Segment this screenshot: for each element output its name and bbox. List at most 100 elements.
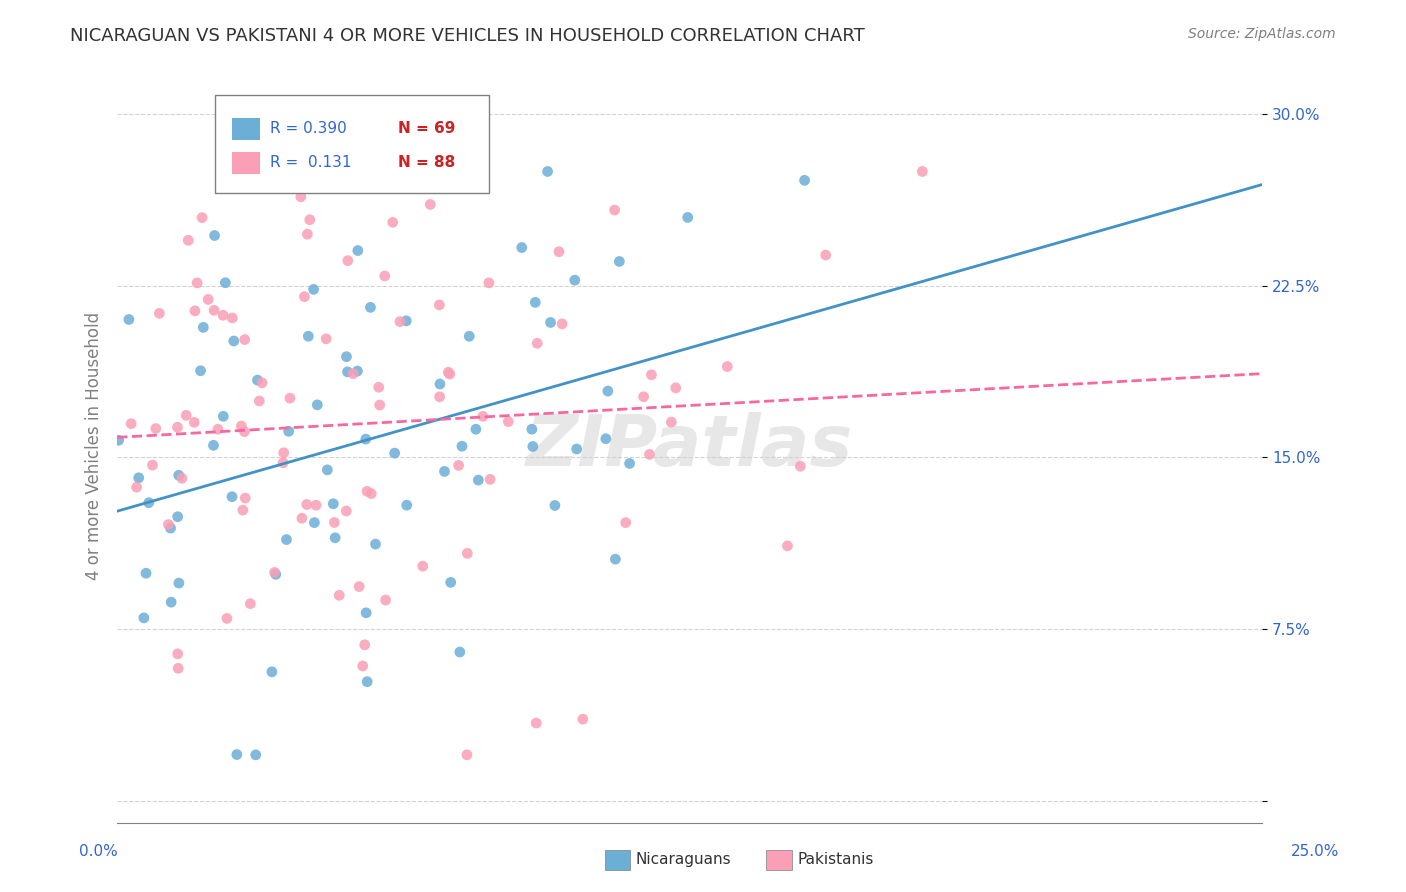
Point xyxy=(395,498,418,512)
Point xyxy=(548,244,571,259)
Point xyxy=(526,336,548,351)
Point xyxy=(510,241,533,255)
Point xyxy=(439,367,461,381)
Point xyxy=(118,312,141,326)
Text: N = 88: N = 88 xyxy=(398,155,456,170)
Point xyxy=(160,595,183,609)
Point xyxy=(544,499,567,513)
Point xyxy=(231,419,253,434)
Point xyxy=(304,516,326,530)
Point xyxy=(138,496,160,510)
Point xyxy=(676,211,699,225)
Point xyxy=(447,458,470,473)
Point xyxy=(433,465,456,479)
Point xyxy=(354,432,377,446)
Point xyxy=(374,593,396,607)
Point xyxy=(605,552,627,566)
Point xyxy=(207,422,229,436)
Point xyxy=(412,559,434,574)
Point xyxy=(221,310,243,325)
Text: N = 69: N = 69 xyxy=(398,121,456,136)
Point xyxy=(212,308,235,322)
Point xyxy=(166,420,188,434)
Point xyxy=(456,546,478,560)
Point xyxy=(456,747,478,762)
Point xyxy=(335,350,357,364)
Point xyxy=(167,576,190,591)
Y-axis label: 4 or more Vehicles in Household: 4 or more Vehicles in Household xyxy=(86,312,103,580)
Point xyxy=(233,491,256,505)
Point xyxy=(346,364,368,378)
Point xyxy=(247,394,270,409)
Point xyxy=(232,503,254,517)
Point xyxy=(264,567,287,582)
Point xyxy=(467,473,489,487)
Point xyxy=(315,332,337,346)
Point xyxy=(120,417,142,431)
Bar xyxy=(232,118,260,140)
Point xyxy=(145,421,167,435)
Point xyxy=(141,458,163,472)
Point xyxy=(166,647,188,661)
Point xyxy=(478,276,501,290)
Point xyxy=(419,197,441,211)
Point xyxy=(603,203,626,218)
Point xyxy=(246,373,269,387)
Point xyxy=(167,661,190,675)
Point xyxy=(451,439,474,453)
Point xyxy=(316,463,339,477)
Point xyxy=(364,537,387,551)
Point xyxy=(190,364,212,378)
Point xyxy=(159,521,181,535)
Point xyxy=(336,253,359,268)
Text: R =  0.131: R = 0.131 xyxy=(270,155,352,170)
Point xyxy=(524,716,547,731)
Point xyxy=(186,276,208,290)
Point xyxy=(356,484,378,499)
Point xyxy=(911,164,934,178)
Point xyxy=(353,638,375,652)
Point xyxy=(458,329,481,343)
Point xyxy=(197,293,219,307)
Point xyxy=(347,580,370,594)
Text: NICARAGUAN VS PAKISTANI 4 OR MORE VEHICLES IN HOUSEHOLD CORRELATION CHART: NICARAGUAN VS PAKISTANI 4 OR MORE VEHICL… xyxy=(70,27,865,45)
Point xyxy=(222,334,245,348)
Text: Source: ZipAtlas.com: Source: ZipAtlas.com xyxy=(1188,27,1336,41)
Point xyxy=(193,320,215,334)
Point xyxy=(174,409,197,423)
Point xyxy=(202,438,225,452)
Point xyxy=(429,390,451,404)
Point xyxy=(336,365,359,379)
Point xyxy=(429,377,451,392)
Point xyxy=(239,597,262,611)
Point xyxy=(297,227,319,242)
Text: 0.0%: 0.0% xyxy=(79,845,118,859)
Point xyxy=(128,471,150,485)
Point xyxy=(177,233,200,247)
Point xyxy=(297,329,319,343)
Point xyxy=(564,273,586,287)
Point xyxy=(305,498,328,512)
Point xyxy=(191,211,214,225)
Point xyxy=(427,298,450,312)
Point xyxy=(520,422,543,436)
Point xyxy=(360,486,382,500)
Point xyxy=(215,611,238,625)
Point xyxy=(125,480,148,494)
Point xyxy=(233,425,256,439)
Point xyxy=(322,497,344,511)
Point xyxy=(614,516,637,530)
Point xyxy=(384,446,406,460)
Point xyxy=(294,290,316,304)
Point xyxy=(295,498,318,512)
Point xyxy=(166,509,188,524)
Point xyxy=(388,315,411,329)
Point xyxy=(260,665,283,679)
Point xyxy=(633,390,655,404)
Point xyxy=(359,301,381,315)
Point xyxy=(107,434,129,448)
Point xyxy=(776,539,799,553)
Point xyxy=(277,425,299,439)
Point xyxy=(551,317,574,331)
Point xyxy=(307,398,329,412)
